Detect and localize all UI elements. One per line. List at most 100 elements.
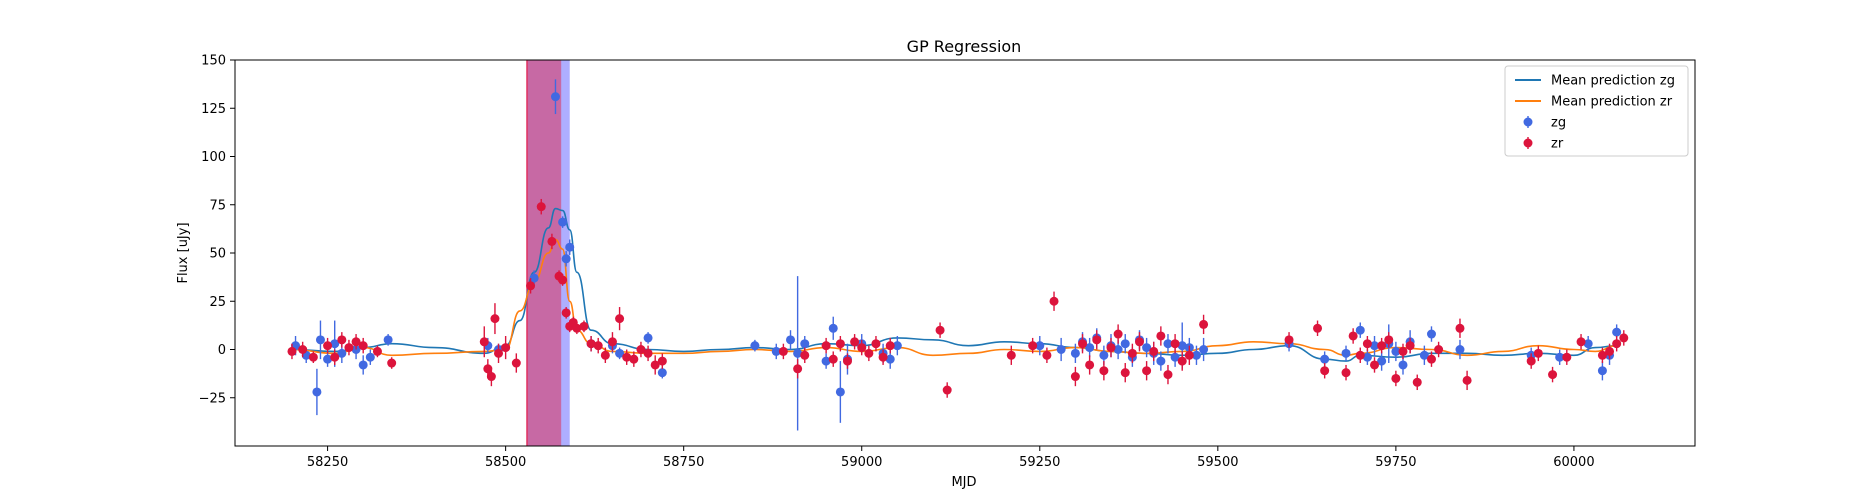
point-marker — [1362, 352, 1372, 362]
point-marker — [1170, 352, 1180, 362]
point-marker — [1085, 343, 1095, 353]
point-zr — [622, 349, 632, 365]
point-marker — [1426, 354, 1436, 364]
point-marker — [358, 341, 368, 351]
point-marker — [529, 273, 539, 283]
y-tick-label: 50 — [209, 247, 226, 262]
point-marker — [1391, 346, 1401, 356]
point-zr — [337, 332, 347, 348]
point-marker — [1370, 341, 1380, 351]
point-marker — [1085, 360, 1095, 370]
point-zr — [586, 335, 596, 352]
point-marker — [842, 356, 852, 366]
point-zg — [1426, 326, 1436, 342]
x-tick-label: 59250 — [1019, 455, 1060, 470]
point-zg — [315, 320, 325, 360]
point-marker — [1355, 325, 1365, 335]
point-marker — [1284, 335, 1294, 345]
point-zg — [1142, 337, 1152, 358]
x-tick-label: 59500 — [1197, 455, 1238, 470]
point-marker — [850, 337, 860, 347]
point-marker — [511, 358, 521, 368]
point-marker — [835, 339, 845, 349]
point-zg — [1120, 334, 1130, 354]
point-zr — [501, 335, 511, 360]
point-marker — [561, 254, 571, 264]
point-marker — [1434, 345, 1444, 354]
point-marker — [298, 345, 308, 354]
point-zr — [1142, 361, 1152, 381]
point-marker — [793, 348, 803, 358]
point-zr — [1177, 351, 1187, 371]
x-tick-label: 60000 — [1553, 455, 1594, 470]
series-line-mean-prediction-zr — [291, 238, 1617, 357]
point-zr — [1384, 332, 1394, 348]
point-zg — [793, 276, 803, 431]
point-zg — [1199, 337, 1209, 362]
y-tick-label: 100 — [201, 150, 226, 165]
point-marker — [558, 275, 568, 285]
point-marker — [1142, 343, 1152, 353]
point-marker — [1362, 339, 1372, 349]
point-marker — [1006, 350, 1016, 360]
point-zr — [1099, 361, 1109, 381]
point-zr — [351, 334, 361, 350]
point-marker — [372, 346, 382, 356]
point-marker — [1370, 360, 1380, 370]
point-zr — [607, 332, 617, 352]
y-axis-label: Flux [uJy] — [176, 222, 191, 283]
point-zg — [365, 349, 375, 365]
legend-entry-zr: zr — [1523, 137, 1564, 152]
point-zr — [1526, 353, 1536, 369]
point-zr — [1184, 345, 1194, 365]
point-marker — [1341, 348, 1351, 358]
point-marker — [1384, 335, 1394, 345]
point-zg — [1341, 345, 1351, 362]
point-zr — [800, 347, 810, 364]
point-zr — [864, 345, 874, 362]
point-marker — [636, 345, 646, 354]
x-tick-label: 58250 — [307, 455, 348, 470]
point-marker — [1056, 345, 1066, 354]
point-marker — [778, 346, 788, 356]
point-marker — [828, 354, 838, 364]
point-zg — [558, 216, 568, 228]
point-zr — [778, 343, 788, 360]
point-marker — [942, 385, 952, 395]
x-axis-ticks: 58250 58500 58750 59000 59250 59500 59750 60000 — [307, 446, 1595, 470]
point-zr — [885, 337, 895, 354]
point-zr — [1362, 335, 1372, 352]
point-zg — [771, 343, 781, 360]
point-zr — [536, 198, 546, 215]
point-marker — [351, 337, 361, 347]
point-zr — [561, 307, 571, 319]
y-tick-label: −25 — [199, 391, 226, 406]
point-zr — [657, 353, 667, 369]
point-zr — [490, 303, 500, 335]
point-marker — [1398, 346, 1408, 356]
point-marker — [1199, 319, 1209, 329]
point-marker — [1156, 356, 1166, 366]
point-marker — [1184, 350, 1194, 360]
point-marker — [315, 335, 325, 345]
point-zr — [1548, 366, 1558, 383]
point-zr — [1028, 337, 1038, 354]
point-marker — [1612, 327, 1622, 337]
shaded-spans — [526, 60, 570, 446]
point-marker — [1199, 345, 1209, 354]
point-zr — [1612, 335, 1622, 352]
point-marker — [387, 358, 397, 368]
point-zr — [1619, 330, 1629, 346]
point-marker — [821, 356, 831, 366]
point-zg — [565, 239, 575, 255]
point-zr — [793, 359, 803, 379]
point-marker — [330, 339, 340, 349]
point-marker — [1548, 370, 1558, 380]
point-marker — [786, 335, 796, 345]
point-marker — [1092, 335, 1102, 345]
point-marker — [1526, 356, 1536, 366]
point-zg — [358, 355, 368, 375]
point-marker — [643, 333, 653, 343]
point-marker — [750, 341, 760, 351]
point-marker — [1170, 339, 1180, 349]
